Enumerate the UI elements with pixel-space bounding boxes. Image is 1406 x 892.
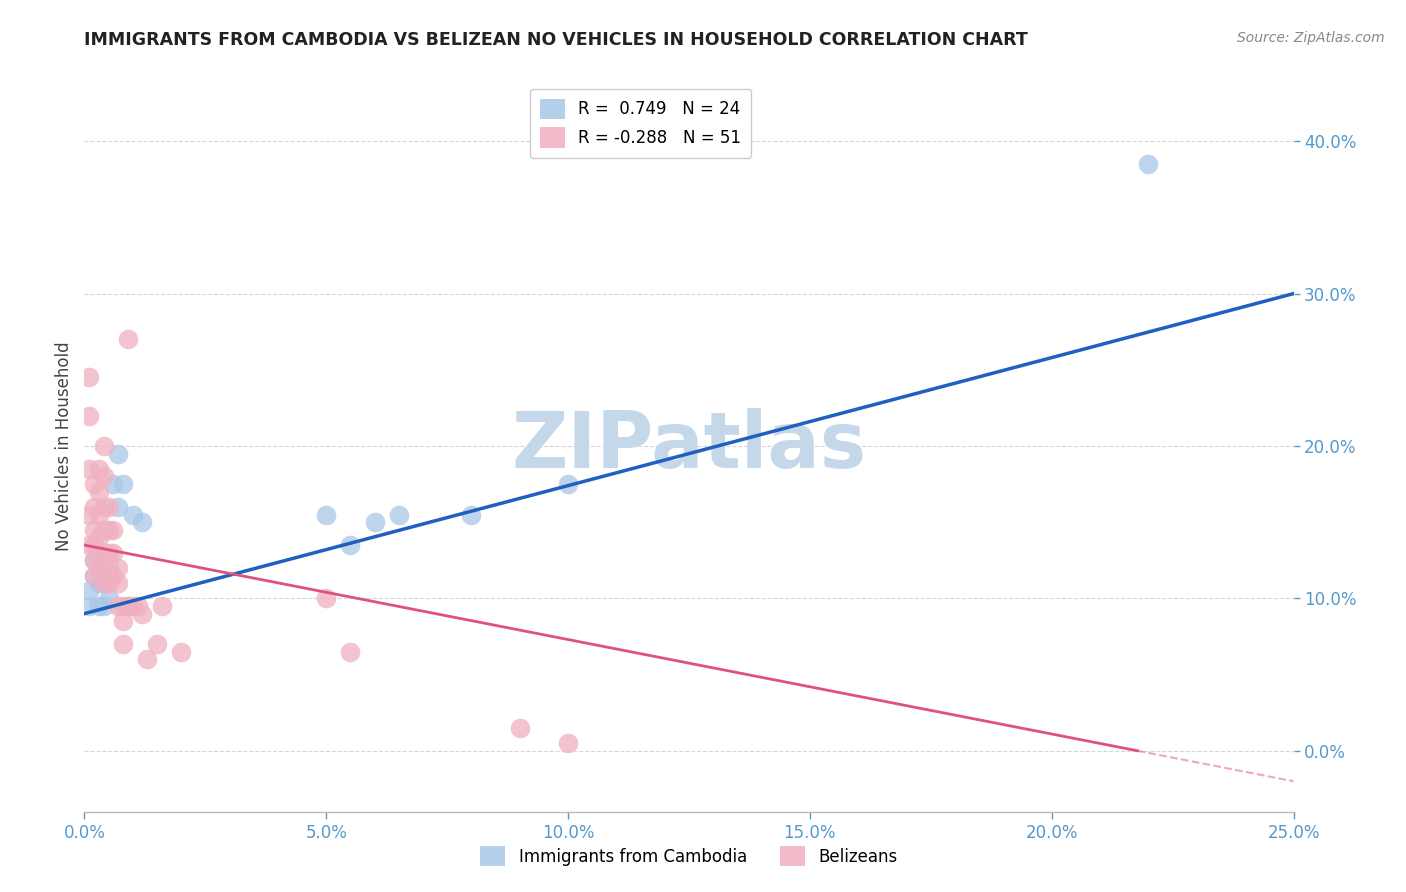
Point — [97, 546, 120, 560]
Legend: Immigrants from Cambodia, Belizeans: Immigrants from Cambodia, Belizeans — [474, 839, 904, 873]
Point — [77, 409, 100, 423]
Point — [557, 477, 579, 491]
Point — [107, 447, 129, 461]
Point — [77, 462, 100, 476]
Point — [509, 721, 531, 735]
Point — [77, 583, 100, 598]
Point — [87, 546, 110, 560]
Text: IMMIGRANTS FROM CAMBODIA VS BELIZEAN NO VEHICLES IN HOUSEHOLD CORRELATION CHART: IMMIGRANTS FROM CAMBODIA VS BELIZEAN NO … — [84, 31, 1028, 49]
Point — [87, 484, 110, 499]
Point — [131, 607, 153, 621]
Point — [127, 599, 149, 613]
Point — [87, 508, 110, 522]
Point — [83, 477, 105, 491]
Point — [107, 599, 129, 613]
Text: Source: ZipAtlas.com: Source: ZipAtlas.com — [1237, 31, 1385, 45]
Point — [363, 515, 385, 529]
Point — [107, 500, 129, 514]
Point — [97, 576, 120, 591]
Point — [339, 538, 361, 552]
Point — [93, 599, 115, 613]
Point — [112, 637, 135, 651]
Point — [121, 508, 143, 522]
Point — [315, 591, 337, 606]
Point — [388, 508, 411, 522]
Point — [77, 508, 100, 522]
Point — [77, 599, 100, 613]
Point — [87, 530, 110, 544]
Point — [97, 561, 120, 575]
Text: ZIPatlas: ZIPatlas — [512, 408, 866, 484]
Point — [97, 523, 120, 537]
Point — [339, 645, 361, 659]
Point — [117, 332, 139, 346]
Point — [97, 500, 120, 514]
Point — [93, 546, 115, 560]
Point — [103, 477, 125, 491]
Point — [97, 568, 120, 582]
Point — [83, 500, 105, 514]
Point — [83, 553, 105, 567]
Point — [93, 500, 115, 514]
Point — [93, 523, 115, 537]
Point — [117, 599, 139, 613]
Point — [460, 508, 482, 522]
Point — [136, 652, 159, 666]
Point — [112, 614, 135, 628]
Point — [170, 645, 193, 659]
Point — [117, 599, 139, 613]
Point — [131, 515, 153, 529]
Point — [77, 370, 100, 384]
Point — [83, 568, 105, 582]
Point — [97, 591, 120, 606]
Point — [112, 477, 135, 491]
Point — [83, 523, 105, 537]
Point — [77, 538, 100, 552]
Point — [150, 599, 173, 613]
Point — [103, 523, 125, 537]
Point — [87, 599, 110, 613]
Point — [93, 576, 115, 591]
Point — [87, 561, 110, 575]
Point — [103, 568, 125, 582]
Point — [107, 576, 129, 591]
Point — [315, 508, 337, 522]
Point — [83, 568, 105, 582]
Point — [87, 462, 110, 476]
Point — [93, 469, 115, 483]
Point — [103, 546, 125, 560]
Point — [146, 637, 169, 651]
Point — [112, 599, 135, 613]
Point — [93, 561, 115, 575]
Point — [83, 538, 105, 552]
Point — [121, 599, 143, 613]
Point — [107, 561, 129, 575]
Point — [87, 576, 110, 591]
Y-axis label: No Vehicles in Household: No Vehicles in Household — [55, 341, 73, 551]
Point — [93, 576, 115, 591]
Point — [83, 553, 105, 567]
Point — [1137, 157, 1160, 171]
Point — [557, 736, 579, 750]
Point — [93, 439, 115, 453]
